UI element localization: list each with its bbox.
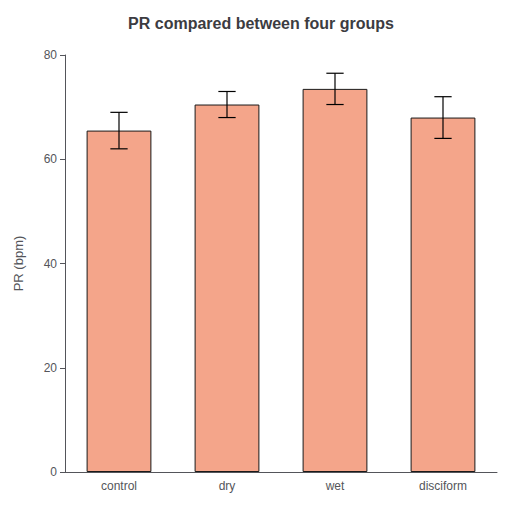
svg-text:60: 60 [44,152,58,166]
svg-text:dry: dry [219,479,236,493]
svg-text:control: control [101,479,137,493]
svg-text:PR compared between four group: PR compared between four groups [128,15,394,32]
svg-text:disciform: disciform [419,479,467,493]
svg-text:40: 40 [44,257,58,271]
svg-text:0: 0 [50,465,57,479]
svg-text:PR (bpm): PR (bpm) [11,236,26,292]
svg-text:80: 80 [44,48,58,62]
svg-text:wet: wet [325,479,345,493]
svg-text:20: 20 [44,361,58,375]
